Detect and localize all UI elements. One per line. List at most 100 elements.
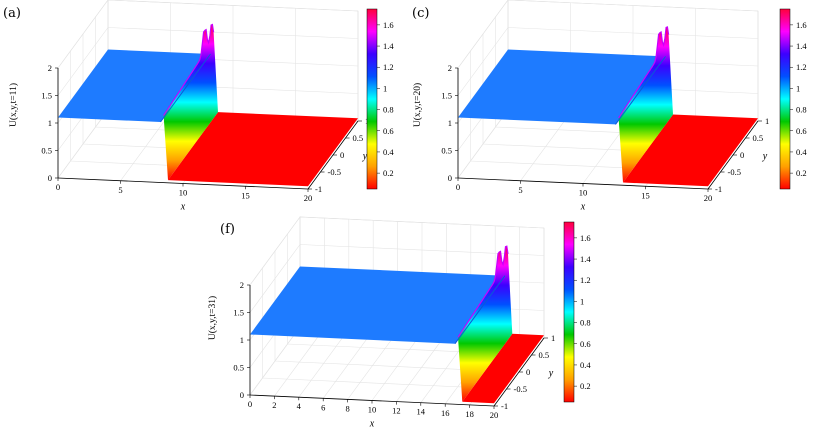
surface-plot-t20: 0 5 10 15 20-1-0.500.5100.511.52xyU(x,y,t=20… [412, 0, 807, 213]
y-axis-label: y [762, 151, 768, 162]
wave-crest [457, 245, 509, 338]
wave-front-wall [458, 246, 513, 402]
low-state-surface [168, 112, 358, 187]
x-tick-label: 20 [304, 193, 313, 203]
x-axis-label: x [180, 202, 186, 213]
x-tick-label: 20 [704, 193, 713, 203]
colorbar-tick-label: 0.8 [580, 318, 591, 328]
x-tick-label: 10 [579, 188, 588, 198]
high-state-surface [458, 49, 666, 125]
colorbar-tick-label: 0.8 [796, 105, 807, 115]
grid-line [57, 0, 359, 69]
plateau-edge [160, 53, 211, 123]
y-tick-label: -0.5 [514, 384, 527, 394]
colorbar [366, 8, 378, 190]
x-tick-label: 16 [441, 408, 450, 418]
z-tick-label: 2 [240, 280, 244, 290]
colorbar-tick-label: 0.2 [796, 168, 807, 178]
x-tick-label: 20 [490, 410, 499, 420]
colorbar-tick-label: 1 [383, 83, 387, 93]
y-tick-label: -0.5 [328, 167, 341, 177]
y-tick-label: 0.5 [353, 133, 364, 143]
x-tick-label: 5 [118, 185, 122, 195]
wave-crest [618, 26, 670, 119]
wave-front-wall [163, 24, 218, 181]
x-tick-label: 2 [272, 400, 276, 410]
low-state-surface [462, 333, 544, 404]
x-tick-label: 5 [518, 185, 522, 195]
y-axis-label: y [548, 368, 554, 379]
y-tick-label: 0.5 [539, 350, 550, 360]
x-tick-label: 18 [465, 409, 474, 419]
surface-plot-t11: 05101520-1-0.500.5100.511.52xyU(x,y,t=11… [3, 0, 394, 213]
x-tick-label: 8 [345, 403, 349, 413]
wave-crest [163, 23, 215, 116]
x-tick-label: 0 [456, 182, 460, 192]
plateau-edge [615, 56, 666, 125]
grid-line [249, 216, 545, 286]
y-tick-label: 0 [740, 150, 744, 160]
z-tick-label: 1 [448, 118, 452, 128]
z-tick-label: 1 [240, 335, 244, 345]
y-tick-label: -1 [715, 184, 722, 194]
wave-front-wall [618, 26, 673, 183]
z-tick-label: 0 [448, 173, 452, 183]
x-tick-label: 10 [368, 405, 377, 415]
colorbar-tick-label: 0.6 [580, 339, 591, 349]
colorbar-tick-label: 0.4 [580, 360, 591, 370]
y-tick-label: 1 [765, 116, 769, 126]
panel-label: (c) [412, 6, 429, 21]
x-axis-label: x [580, 202, 586, 213]
colorbar-tick-label: 0.8 [383, 105, 394, 115]
z-tick-label: 2 [448, 63, 452, 73]
grid-line [57, 27, 359, 96]
colorbar-tick-label: 0.4 [796, 147, 807, 157]
panel-label: (f) [220, 222, 235, 237]
panel-label: (a) [3, 6, 21, 21]
y-tick-label: 0.5 [753, 133, 764, 143]
y-tick-label: 0 [526, 367, 530, 377]
colorbar-tick-label: 1.4 [796, 41, 807, 51]
z-axis-label: U(x,y,t=31) [207, 296, 218, 340]
y-tick-label: -1 [315, 184, 322, 194]
z-tick-label: 1.5 [41, 91, 52, 101]
colorbar-tick-label: 0.2 [383, 168, 394, 178]
x-tick-label: 15 [241, 190, 250, 200]
z-tick-label: 2 [48, 63, 52, 73]
grid-line [249, 244, 545, 313]
x-tick-label: 10 [179, 188, 188, 198]
colorbar-tick-label: 1.2 [383, 62, 394, 72]
z-tick-label: 1.5 [441, 91, 452, 101]
z-axis-label: U(x,y,t=20) [412, 83, 423, 127]
colorbar [779, 8, 791, 190]
x-axis-label: x [369, 419, 375, 430]
colorbar-tick-label: 1.4 [580, 254, 591, 264]
z-tick-label: 0.5 [41, 146, 52, 156]
z-tick-label: 0.5 [233, 363, 244, 373]
colorbar-tick-label: 1.2 [796, 62, 807, 72]
x-tick-label: 14 [417, 407, 426, 417]
x-tick-label: 0 [56, 182, 60, 192]
y-tick-label: 1 [551, 333, 555, 343]
colorbar-tick-label: 1 [580, 296, 584, 306]
plateau-edge [454, 275, 506, 344]
x-tick-label: 6 [321, 402, 325, 412]
z-tick-label: 1.5 [233, 308, 244, 318]
high-state-surface [250, 266, 505, 344]
x-tick-label: 0 [248, 399, 252, 409]
y-tick-label: -1 [501, 401, 508, 411]
colorbar-tick-label: 0.6 [383, 126, 394, 136]
z-axis-label: U(x,y,t=11) [8, 83, 19, 127]
y-tick-label: -0.5 [728, 167, 741, 177]
colorbar-tick-label: 0.4 [383, 147, 394, 157]
colorbar-tick-label: 1 [796, 83, 800, 93]
z-tick-label: 0 [240, 390, 244, 400]
x-tick-label: 4 [297, 401, 302, 411]
grid-line [457, 0, 759, 69]
z-tick-label: 0.5 [441, 146, 452, 156]
colorbar-tick-label: 1.6 [796, 20, 807, 30]
y-tick-label: 0 [340, 150, 344, 160]
surface-plot-t31: 0 2 4 6 8 10 12 14 16 18 20-1-0.500.5100.511.52xyU… [207, 216, 591, 430]
colorbar-tick-label: 0.2 [580, 381, 591, 391]
